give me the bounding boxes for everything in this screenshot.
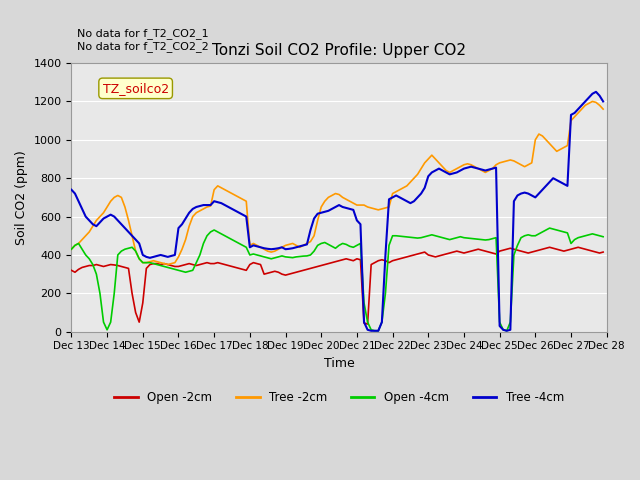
Text: No data for f_T2_CO2_1
No data for f_T2_CO2_2: No data for f_T2_CO2_1 No data for f_T2_… [77,28,209,51]
X-axis label: Time: Time [324,357,355,370]
Y-axis label: Soil CO2 (ppm): Soil CO2 (ppm) [15,150,28,245]
Title: Tonzi Soil CO2 Profile: Upper CO2: Tonzi Soil CO2 Profile: Upper CO2 [212,43,466,58]
Text: TZ_soilco2: TZ_soilco2 [102,82,169,95]
Legend: Open -2cm, Tree -2cm, Open -4cm, Tree -4cm: Open -2cm, Tree -2cm, Open -4cm, Tree -4… [109,386,568,408]
